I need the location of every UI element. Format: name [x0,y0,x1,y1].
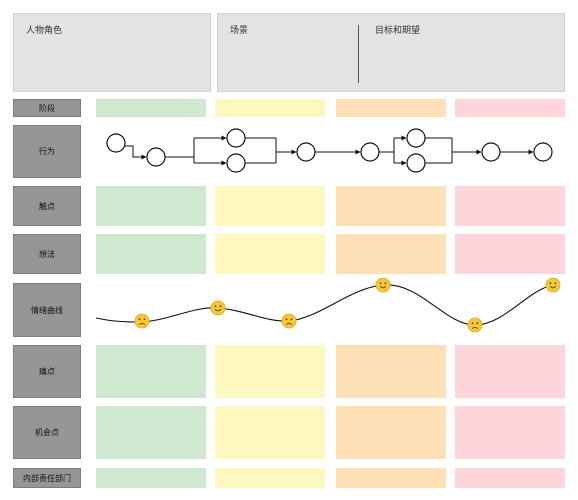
flow-node [360,142,380,162]
face-circle [134,313,150,329]
scenario-goals-panel: 场景 目标和期望 [217,13,565,92]
row-label-pain-point: 痛点 [13,345,81,398]
behavior-flow [106,128,553,173]
emotion-curve [95,277,561,333]
cell-department-stage-4 [455,468,565,488]
face-mouth [285,322,293,325]
cell-opportunity-stage-4 [455,406,565,459]
sad-face-icon [467,317,483,333]
flow-node [406,153,426,173]
flow-node [226,153,246,173]
face-mouth [379,285,387,289]
flow-node [481,142,501,162]
face-circle [281,313,297,329]
cell-thought-stage-3 [336,234,446,274]
cell-pain-point-stage-3 [336,345,446,398]
face-eye [379,282,382,285]
flow-connector [125,145,147,160]
cell-stage-stage-2 [215,99,325,117]
sad-face-icon [281,313,297,329]
row-label-touchpoint: 触点 [13,186,81,226]
face-eye [471,322,474,325]
face-mouth [138,322,146,325]
flow-node [533,142,553,162]
panel-divider [358,25,359,83]
row-label-emotion-curve: 情绪曲线 [13,283,81,337]
face-mouth [471,326,479,329]
flow-node [106,133,126,153]
cell-pain-point-stage-4 [455,345,565,398]
face-eye [290,318,293,321]
flow-node [406,128,426,148]
cell-pain-point-stage-2 [215,345,325,398]
happy-face-icon [545,277,561,293]
face-eye [554,282,557,285]
persona-panel: 人物角色 [13,13,211,92]
face-eye [143,318,146,321]
face-eye [476,322,479,325]
cell-opportunity-stage-3 [336,406,446,459]
cell-stage-stage-3 [336,99,446,117]
cell-touchpoint-stage-4 [455,186,565,226]
cell-stage-stage-4 [455,99,565,117]
face-eye [214,305,217,308]
cell-thought-stage-4 [455,234,565,274]
row-label-stage: 阶段 [13,99,81,117]
cell-department-stage-2 [215,468,325,488]
face-circle [545,277,561,293]
flow-node [296,142,316,162]
cell-touchpoint-stage-3 [336,186,446,226]
cell-department-stage-1 [96,468,206,488]
face-mouth [214,308,222,312]
scenario-title: 场景 [230,26,249,36]
face-mouth [549,285,557,289]
cell-stage-stage-1 [96,99,206,117]
face-circle [467,317,483,333]
row-label-department: 内部责任部门 [13,468,81,488]
flow-node [226,128,246,148]
cell-opportunity-stage-2 [215,406,325,459]
face-circle [210,300,226,316]
cell-thought-stage-2 [215,234,325,274]
face-eye [549,282,552,285]
face-circle [375,277,391,293]
row-label-behavior: 行为 [13,125,81,178]
sad-face-icon [134,313,150,329]
flow-node [146,147,166,167]
happy-face-icon [375,277,391,293]
cell-opportunity-stage-1 [96,406,206,459]
persona-title: 人物角色 [26,26,63,36]
cell-touchpoint-stage-1 [96,186,206,226]
face-eye [384,282,387,285]
row-label-thought: 想法 [13,234,81,274]
goals-title: 目标和期望 [375,26,421,36]
row-label-opportunity: 机会点 [13,406,81,459]
cell-department-stage-3 [336,468,446,488]
emotion-line [95,284,556,326]
cell-pain-point-stage-1 [96,345,206,398]
cell-touchpoint-stage-2 [215,186,325,226]
face-eye [219,305,222,308]
face-eye [285,318,288,321]
face-eye [138,318,141,321]
cell-thought-stage-1 [96,234,206,274]
happy-face-icon [210,300,226,316]
